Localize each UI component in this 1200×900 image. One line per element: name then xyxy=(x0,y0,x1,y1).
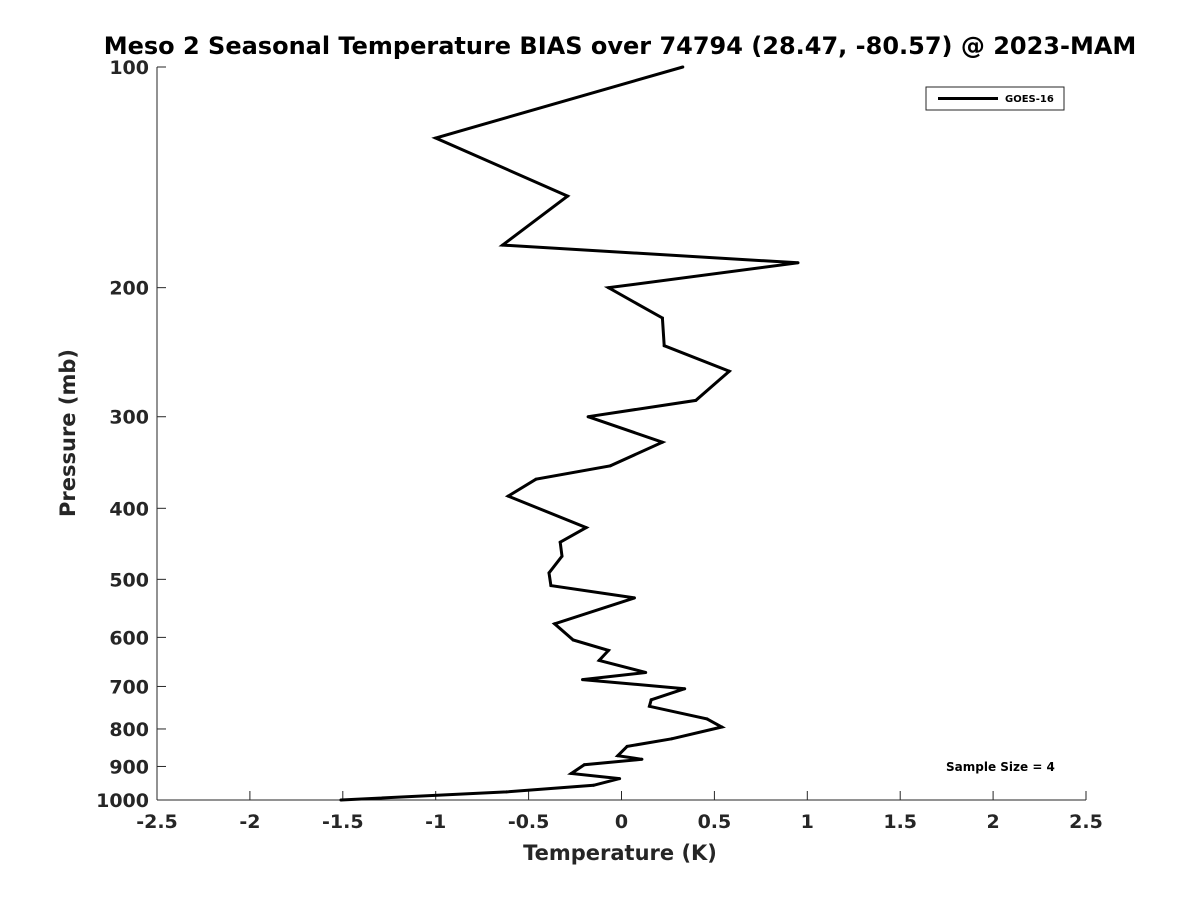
y-tick-label: 300 xyxy=(109,407,149,429)
series-line-goes-16 xyxy=(340,65,799,802)
x-tick-label: 0.5 xyxy=(698,811,732,833)
data-point xyxy=(569,772,573,775)
data-point xyxy=(720,725,724,729)
legend: GOES-16 xyxy=(925,86,1065,111)
y-tick-label: 600 xyxy=(109,627,149,649)
plot-area: -2.5 -2 -1.5 -1 -0.5 0 0.5 1 1.5 2 2.5 100 200 300 40… xyxy=(96,57,1103,833)
data-point xyxy=(625,744,629,748)
data-point xyxy=(506,494,510,498)
data-point xyxy=(649,698,653,702)
y-tick-label: 100 xyxy=(109,57,149,79)
data-point xyxy=(616,754,620,758)
data-point xyxy=(566,194,570,198)
x-tick-label: 1 xyxy=(801,811,814,833)
data-point xyxy=(581,678,584,682)
x-tick-label: 0 xyxy=(615,811,628,833)
data-point xyxy=(549,584,553,588)
data-point xyxy=(597,658,601,662)
data-point xyxy=(681,65,685,69)
x-tick-label: 1.5 xyxy=(883,811,917,833)
data-point xyxy=(608,464,612,468)
x-tick-label: -2 xyxy=(239,811,260,833)
x-tick-label: -1 xyxy=(425,811,446,833)
data-point xyxy=(339,798,343,802)
data-point xyxy=(586,415,590,419)
y-tick-label: 200 xyxy=(109,278,149,300)
sample-size-annotation: Sample Size = 4 xyxy=(946,760,1055,774)
data-point xyxy=(633,596,636,600)
data-point xyxy=(618,777,622,781)
data-point xyxy=(607,286,610,290)
data-point xyxy=(534,477,538,481)
data-point xyxy=(662,344,666,348)
data-point xyxy=(644,671,648,674)
y-tick-label: 900 xyxy=(109,756,149,778)
chart-title: Meso 2 Seasonal Temperature BIAS over 74… xyxy=(104,32,1137,60)
x-tick-label: 2.5 xyxy=(1069,811,1103,833)
x-tick-label: -2.5 xyxy=(136,811,178,833)
legend-label-goes-16: GOES-16 xyxy=(1005,94,1054,105)
x-ticks: -2.5 -2 -1.5 -1 -0.5 0 0.5 1 1.5 2 2.5 xyxy=(136,791,1103,833)
y-ticks: 100 200 300 400 500 600 700 800 900 1000 xyxy=(96,57,166,812)
y-tick-label: 1000 xyxy=(96,790,149,812)
data-point xyxy=(705,717,709,721)
data-point xyxy=(660,440,664,444)
data-point xyxy=(640,757,644,761)
y-tick-label: 800 xyxy=(109,719,149,741)
data-point xyxy=(694,398,698,402)
data-point xyxy=(670,737,674,741)
data-point xyxy=(547,571,551,575)
data-point xyxy=(660,316,664,320)
data-point xyxy=(434,136,438,140)
y-tick-label: 400 xyxy=(109,498,149,520)
y-tick-label: 700 xyxy=(109,676,149,698)
data-point xyxy=(796,261,800,265)
data-point xyxy=(553,622,557,626)
y-axis-label: Pressure (mb) xyxy=(56,349,80,517)
data-point xyxy=(582,763,586,767)
data-point xyxy=(592,783,596,787)
data-point xyxy=(504,790,508,794)
series-points xyxy=(339,65,800,802)
x-axis-label: Temperature (K) xyxy=(523,841,717,865)
data-point xyxy=(560,554,564,558)
data-point xyxy=(558,540,562,544)
y-tick-label: 500 xyxy=(109,569,149,591)
data-point xyxy=(607,648,610,652)
x-tick-label: -0.5 xyxy=(508,811,550,833)
x-tick-label: -1.5 xyxy=(322,811,364,833)
data-point xyxy=(647,704,651,708)
data-point xyxy=(683,687,687,691)
data-point xyxy=(501,243,505,247)
data-point xyxy=(727,369,731,373)
data-point xyxy=(584,526,588,530)
x-tick-label: 2 xyxy=(986,811,999,833)
data-point xyxy=(571,638,575,642)
